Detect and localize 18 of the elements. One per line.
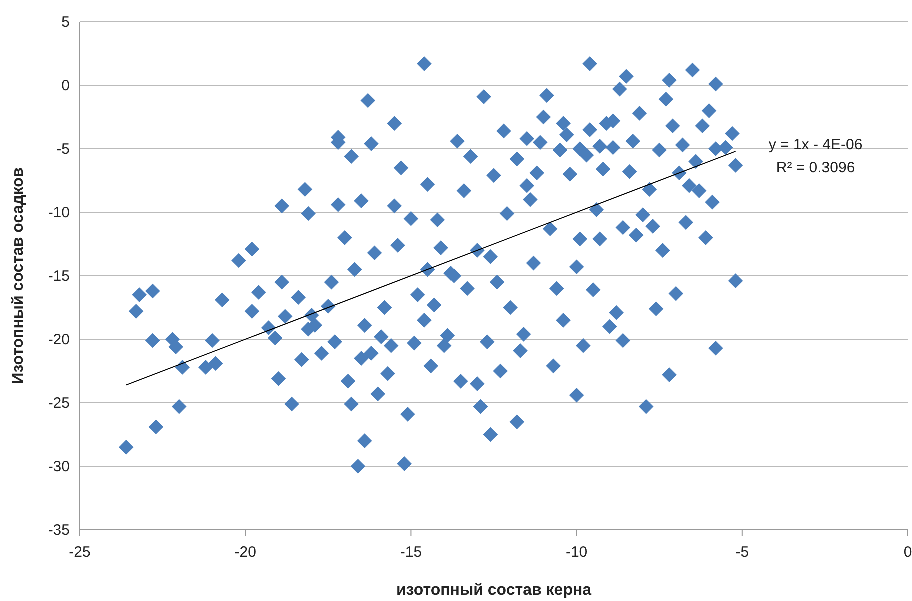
y-tick-label: -35: [48, 522, 70, 539]
annotation: y = 1x - 4E-06: [768, 136, 863, 154]
y-tick-label: -5: [56, 140, 70, 158]
y-tick-label: -30: [48, 458, 70, 476]
x-tick-label: 0: [904, 544, 912, 561]
y-tick-label: -15: [48, 268, 70, 285]
y-tick-label: -10: [48, 204, 70, 222]
x-axis-title: изотопный состав керна: [396, 582, 592, 599]
y-axis-title: Изотопный состав осадков: [10, 168, 27, 384]
x-tick-label: -10: [566, 544, 588, 561]
y-tick-label: -25: [48, 394, 70, 412]
y-tick-label: 0: [62, 77, 70, 94]
x-tick-label: -20: [234, 544, 256, 561]
x-tick-label: -5: [736, 544, 750, 561]
y-tick-label: 5: [62, 14, 70, 31]
annotation: R² = 0.3096: [776, 160, 856, 177]
y-tick-label: -20: [48, 331, 70, 348]
x-tick-label: -15: [400, 544, 422, 561]
